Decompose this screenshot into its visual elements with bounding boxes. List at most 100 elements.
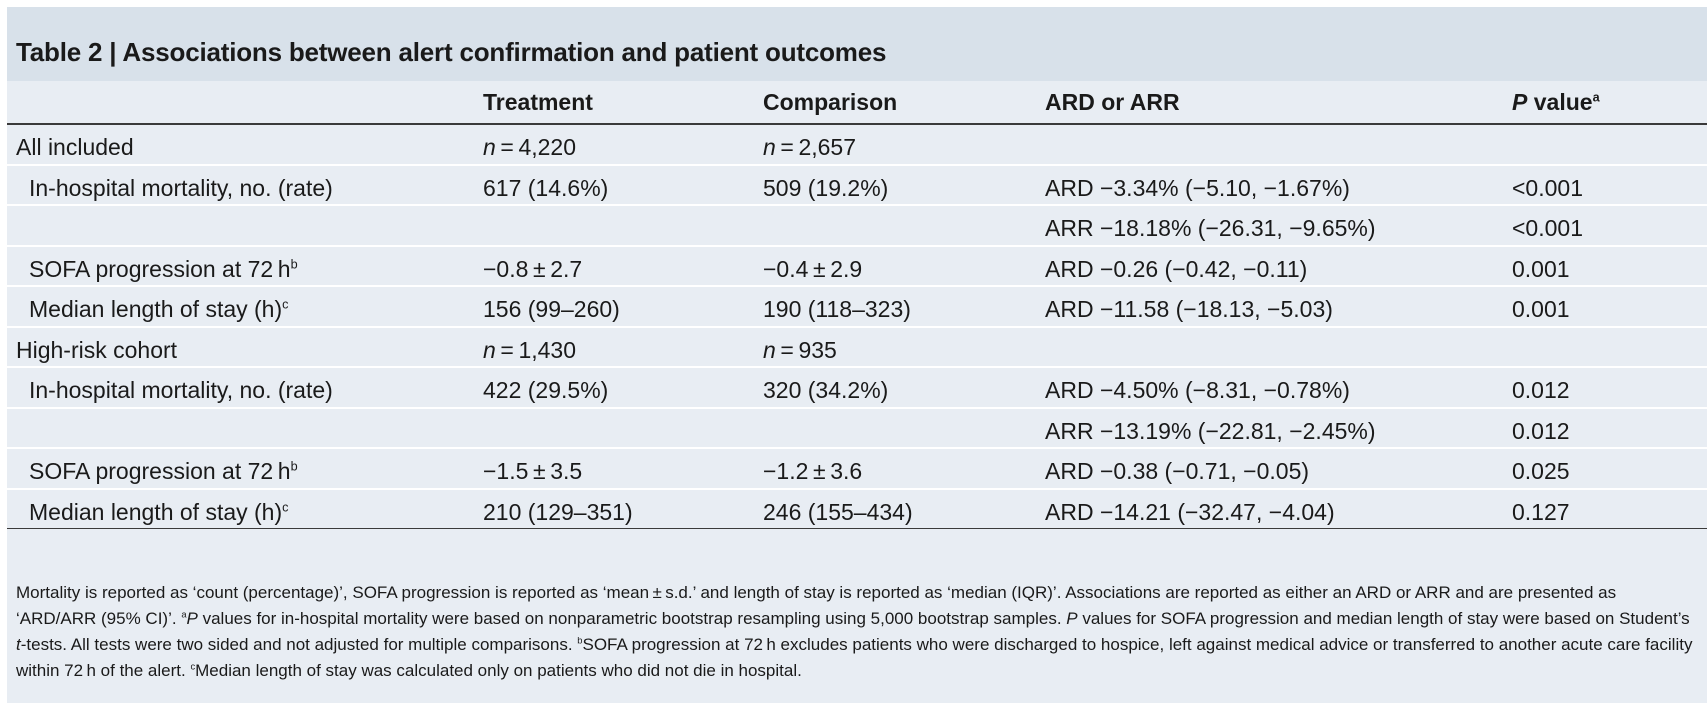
treatment-value: 617 (14.6%)	[483, 175, 609, 201]
row-divider	[7, 164, 1707, 166]
row-divider	[7, 447, 1707, 449]
row-label-text: In-hospital mortality, no. (rate)	[29, 175, 333, 201]
comparison-cell: 509 (19.2%)	[763, 166, 888, 206]
p-value-cell: <0.001	[1512, 166, 1583, 206]
table-row: ARR −13.19% (−22.81, −2.45%) 0.012	[7, 409, 1707, 449]
comparison-n-prefix: n	[763, 337, 776, 363]
p-value-cell: <0.001	[1512, 206, 1583, 246]
row-label-sup: b	[290, 257, 298, 272]
row-divider	[7, 285, 1707, 287]
comparison-value: −1.2 ± 3.6	[763, 458, 863, 484]
ard-arr-value: ARD −14.21 (−32.47, −4.04)	[1045, 499, 1335, 525]
p-value-cell: 0.012	[1512, 409, 1570, 449]
comparison-cell: n = 2,657	[763, 125, 856, 165]
comparison-cell: 320 (34.2%)	[763, 368, 888, 408]
p-value: <0.001	[1512, 215, 1583, 241]
p-value: 0.001	[1512, 256, 1570, 282]
row-divider	[7, 204, 1707, 206]
table-row: SOFA progression at 72 hb −1.5 ± 3.5 −1.2 …	[7, 449, 1707, 489]
footnote-text-2: values for in-hospital mortality were ba…	[197, 609, 1067, 628]
treatment-cell: 156 (99–260)	[483, 287, 620, 327]
footnote-sup-b: b	[577, 635, 583, 646]
header-p-letter: P	[1512, 89, 1528, 115]
table-row: All included n = 4,220 n = 2,657	[7, 125, 1707, 165]
p-value: <0.001	[1512, 175, 1583, 201]
header-p-value: P valuea	[1512, 81, 1600, 124]
header-treatment: Treatment	[483, 89, 593, 115]
p-value: 0.012	[1512, 418, 1570, 444]
row-label: Median length of stay (h)c	[29, 287, 288, 327]
p-value: 0.025	[1512, 458, 1570, 484]
header-comparison: Comparison	[763, 89, 898, 115]
p-value-cell: 0.025	[1512, 449, 1570, 489]
row-label: Median length of stay (h)c	[29, 490, 288, 530]
treatment-n-prefix: n	[483, 337, 496, 363]
ard-arr-cell: ARD −3.34% (−5.10, −1.67%)	[1045, 166, 1350, 206]
comparison-cell: −0.4 ± 2.9	[763, 247, 862, 287]
ard-arr-cell: ARD −0.38 (−0.71, −0.05)	[1045, 449, 1309, 489]
row-divider	[7, 245, 1707, 247]
row-label: In-hospital mortality, no. (rate)	[29, 368, 333, 408]
treatment-value: −1.5 ± 3.5	[483, 458, 583, 484]
row-label-text: SOFA progression at 72 h	[29, 458, 291, 484]
comparison-value: 190 (118–323)	[763, 296, 911, 322]
table-row: Median length of stay (h)c 210 (129–351) 2…	[7, 490, 1707, 530]
header-p-sup: a	[1592, 90, 1600, 105]
row-label-text: SOFA progression at 72 h	[29, 256, 291, 282]
row-divider	[7, 407, 1707, 409]
table-row: Median length of stay (h)c 156 (99–260) 19…	[7, 287, 1707, 327]
row-label: High-risk cohort	[16, 328, 177, 368]
treatment-value: −0.8 ± 2.7	[483, 256, 583, 282]
treatment-value: 210 (129–351)	[483, 499, 633, 525]
comparison-cell: −1.2 ± 3.6	[763, 449, 862, 489]
p-value: 0.012	[1512, 377, 1570, 403]
ard-arr-cell: ARD −11.58 (−18.13, −5.03)	[1045, 287, 1333, 327]
treatment-cell: −0.8 ± 2.7	[483, 247, 582, 287]
comparison-value: 246 (155–434)	[763, 499, 913, 525]
treatment-cell: n = 4,220	[483, 125, 576, 165]
comparison-value: 509 (19.2%)	[763, 175, 889, 201]
table-row: High-risk cohort n = 1,430 n = 935	[7, 328, 1707, 368]
row-label-text: Median length of stay (h)	[29, 499, 283, 525]
footnote-text-3: values for SOFA progression and median l…	[1077, 609, 1690, 628]
row-label-text: High-risk cohort	[16, 337, 178, 363]
row-label-text: In-hospital mortality, no. (rate)	[29, 377, 333, 403]
comparison-cell: 246 (155–434)	[763, 490, 913, 530]
header-p-rest: value	[1527, 89, 1593, 115]
bottom-rule	[7, 528, 1707, 529]
footnote-text-6: Median length of stay was calculated onl…	[195, 661, 802, 680]
comparison-cell: n = 935	[763, 328, 837, 368]
ard-arr-cell: ARD −4.50% (−8.31, −0.78%)	[1045, 368, 1350, 408]
ard-arr-cell: ARR −18.18% (−26.31, −9.65%)	[1045, 206, 1376, 246]
footnote-sup-c: c	[190, 661, 196, 672]
table-title: Table 2 | Associations between alert con…	[16, 37, 887, 67]
comparison-n-prefix: n	[763, 134, 776, 160]
p-value-cell: 0.012	[1512, 368, 1570, 408]
ard-arr-value: ARD −0.38 (−0.71, −0.05)	[1045, 458, 1310, 484]
row-divider	[7, 366, 1707, 368]
ard-arr-value: ARD −4.50% (−8.31, −0.78%)	[1045, 377, 1350, 403]
comparison-value: 320 (34.2%)	[763, 377, 889, 403]
comparison-value: = 935	[775, 337, 837, 363]
treatment-value: = 4,220	[495, 134, 576, 160]
footnote-text-4: -tests. All tests were two sided and not…	[20, 635, 578, 654]
footnote-p-2: P	[1066, 609, 1078, 628]
table-panel: Table 2 | Associations between alert con…	[7, 7, 1707, 703]
treatment-cell: 210 (129–351)	[483, 490, 633, 530]
row-label-text: All included	[16, 134, 134, 160]
p-value: 0.127	[1512, 499, 1570, 525]
header-row: Treatment Comparison ARD or ARR P valuea	[7, 81, 1707, 124]
p-value-cell: 0.001	[1512, 287, 1570, 327]
row-divider	[7, 488, 1707, 490]
comparison-value: −0.4 ± 2.9	[763, 256, 863, 282]
footnote-p-1: P	[186, 609, 198, 628]
ard-arr-value: ARD −0.26 (−0.42, −0.11)	[1045, 256, 1308, 282]
table-row: In-hospital mortality, no. (rate) 422 (29…	[7, 368, 1707, 408]
treatment-value: 422 (29.5%)	[483, 377, 609, 403]
ard-arr-value: ARR −18.18% (−26.31, −9.65%)	[1045, 215, 1376, 241]
ard-arr-value: ARR −13.19% (−22.81, −2.45%)	[1045, 418, 1376, 444]
table-footnote: Mortality is reported as ‘count (percent…	[16, 580, 1696, 684]
header-ard-arr: ARD or ARR	[1045, 89, 1180, 115]
treatment-cell: n = 1,430	[483, 328, 576, 368]
ard-arr-value: ARD −3.34% (−5.10, −1.67%)	[1045, 175, 1350, 201]
